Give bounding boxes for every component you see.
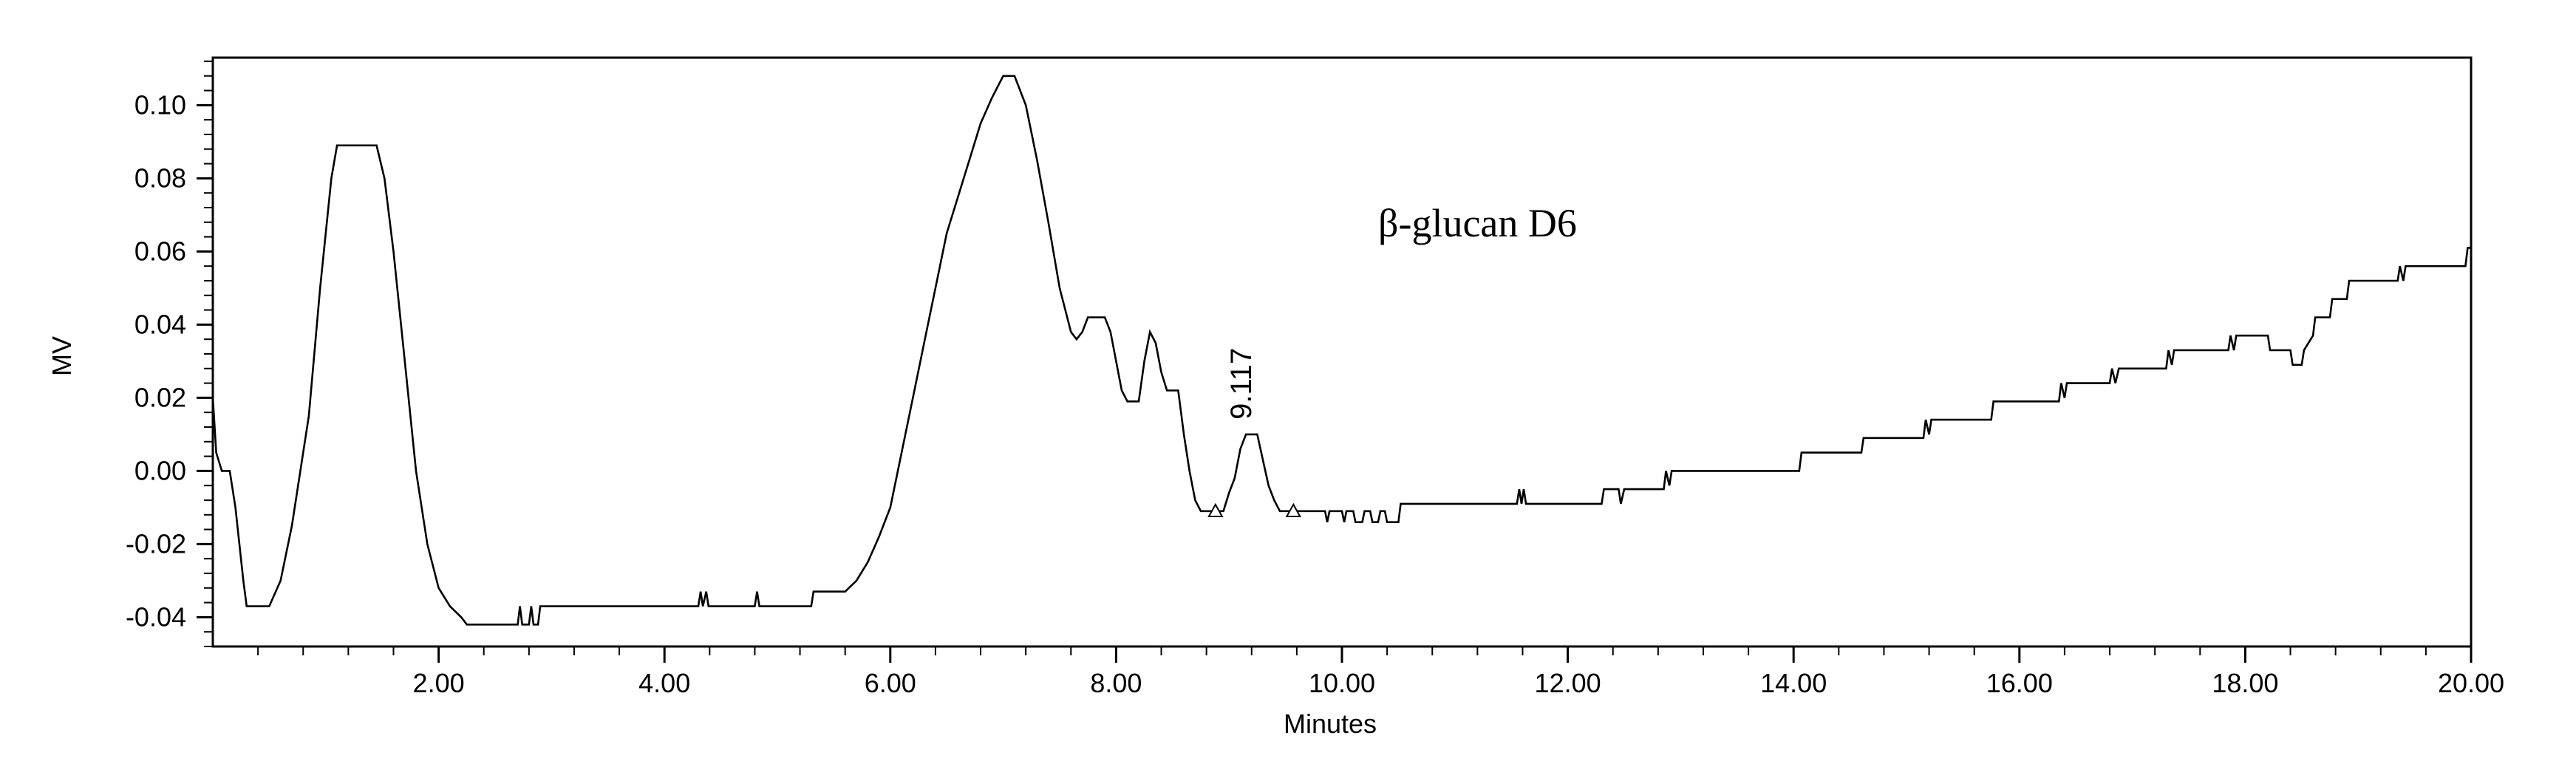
integration-marker: [1285, 502, 1301, 518]
x-tick-label: 4.00: [638, 668, 690, 698]
x-axis-title: Minutes: [1284, 709, 1377, 739]
x-tick-label: 20.00: [2438, 668, 2504, 698]
y-tick-label: 0.06: [134, 236, 186, 266]
y-tick-label: 0.00: [134, 455, 186, 485]
plot-frame: [211, 56, 2473, 648]
x-tick-label: 2.00: [413, 668, 465, 698]
integration-marker: [1207, 502, 1224, 518]
peak-label: 9.117: [1225, 348, 1258, 420]
integration-markers: [1207, 502, 1301, 518]
x-tick-label: 10.00: [1309, 668, 1375, 698]
y-tick-label: 0.10: [134, 89, 186, 120]
x-minor-ticks: [257, 646, 2427, 655]
y-tick-label: -0.02: [126, 528, 186, 559]
x-tick-label: 16.00: [1986, 668, 2053, 698]
x-tick-label: 12.00: [1535, 668, 1601, 698]
y-tick-label: -0.04: [126, 601, 186, 632]
x-tick-label: 6.00: [865, 668, 916, 698]
y-axis-title: MV: [47, 336, 77, 376]
x-tick-label: 8.00: [1090, 668, 1142, 698]
y-minor-ticks: [204, 60, 213, 647]
x-tick-label: 14.00: [1760, 668, 1827, 698]
x-tick-label: 18.00: [2212, 668, 2278, 698]
y-tick-label: 0.08: [134, 163, 186, 193]
chart-annotation: β-glucan D6: [1378, 201, 1577, 245]
series-line-mv: [211, 75, 2471, 626]
x-axis: 2.00 4.00 6.00 8.00 10.00 12.00 14.00 16.00 18.0…: [413, 646, 2504, 698]
y-tick-label: 0.02: [134, 382, 186, 412]
y-axis: -0.04 -0.02 0.00 0.02 0.04 0.06 0.08 0.10: [126, 89, 213, 632]
y-tick-label: 0.04: [134, 309, 186, 339]
